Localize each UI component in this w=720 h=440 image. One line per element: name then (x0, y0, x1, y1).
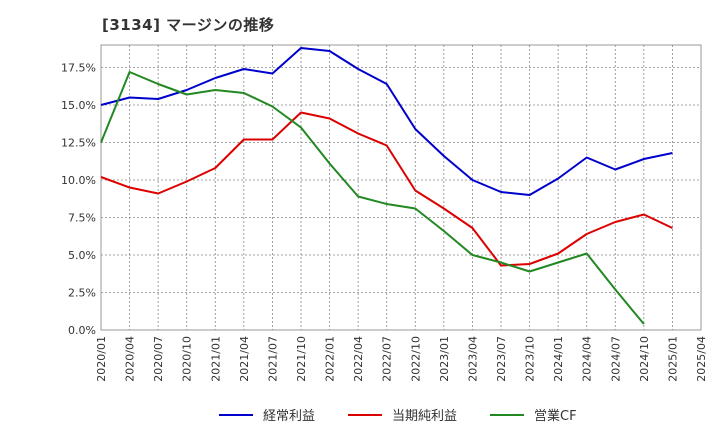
y-tick-label: 5.0% (68, 249, 96, 262)
x-tick-label: 2022/01 (324, 336, 337, 382)
x-tick-label: 2020/07 (152, 336, 165, 382)
x-tick-label: 2024/10 (638, 336, 651, 382)
grid-layer (101, 45, 701, 330)
legend-label-0: 経常利益 (263, 409, 315, 424)
x-tick-label: 2022/07 (381, 336, 394, 382)
y-tick-label: 15.0% (61, 99, 96, 112)
legend: 経常利益 当期純利益 営業CF (219, 408, 577, 424)
x-tick-label: 2021/04 (238, 336, 251, 382)
x-tick-label: 2023/10 (524, 336, 537, 382)
x-tick-label: 2021/07 (266, 336, 279, 382)
x-tick-layer: 2020/01 2020/04 2020/07 2020/10 2021/01 2021/… (95, 336, 708, 382)
x-tick-label: 2021/10 (295, 336, 308, 382)
series-layer (100, 47, 673, 325)
y-tick-label: 12.5% (61, 137, 96, 150)
x-tick-label: 2020/10 (181, 336, 194, 382)
x-tick-label: 2024/07 (609, 336, 622, 382)
y-tick-label: 17.5% (61, 62, 96, 75)
x-tick-label: 2025/01 (666, 336, 679, 382)
series-line-2 (100, 71, 645, 325)
x-tick-label: 2025/04 (695, 336, 708, 382)
legend-label-1: 当期純利益 (392, 409, 457, 424)
y-tick-label: 10.0% (61, 174, 96, 187)
x-tick-label: 2023/07 (495, 336, 508, 382)
x-tick-label: 2024/01 (552, 336, 565, 382)
y-tick-layer: 0.0% 2.5% 5.0% 7.5% 10.0% 12.5% 15.0% 17.5% (61, 62, 96, 338)
x-tick-label: 2023/01 (438, 336, 451, 382)
chart-title: [3134] マージンの推移 (102, 16, 275, 34)
y-tick-label: 2.5% (68, 287, 96, 300)
x-tick-label: 2020/01 (95, 336, 108, 382)
y-tick-label: 7.5% (68, 212, 96, 225)
legend-label-2: 営業CF (534, 408, 577, 424)
x-tick-label: 2022/10 (409, 336, 422, 382)
x-tick-label: 2024/04 (581, 336, 594, 382)
y-tick-label: 0.0% (68, 324, 96, 337)
x-tick-label: 2020/04 (124, 336, 137, 382)
x-tick-label: 2023/04 (466, 336, 479, 382)
x-tick-label: 2021/01 (209, 336, 222, 382)
x-tick-label: 2022/04 (352, 336, 365, 382)
